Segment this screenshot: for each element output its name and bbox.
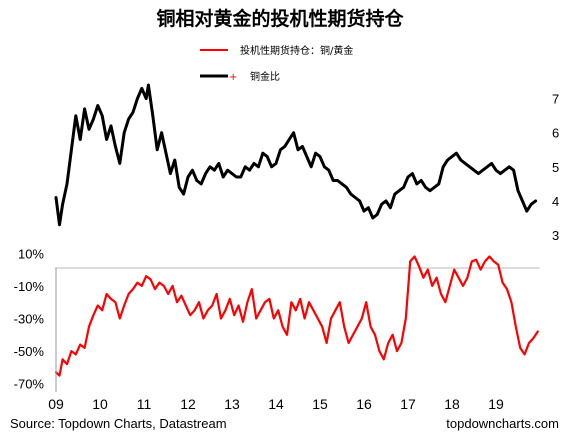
y-tick-label: 4 — [552, 194, 559, 209]
series-line-positioning — [54, 255, 539, 377]
y-tick-label: -70% — [14, 377, 45, 392]
y-tick-label: 7 — [552, 92, 559, 107]
y-tick-label: -30% — [14, 312, 45, 327]
series-line-ratio — [54, 83, 538, 227]
x-tick-label: 19 — [488, 396, 504, 412]
x-tick-label: 10 — [92, 396, 108, 412]
positioning-panel: 10% -10% -30% -50% -70% — [14, 246, 539, 392]
x-tick-label: 17 — [400, 396, 416, 412]
y-tick-label: 5 — [552, 160, 559, 175]
x-tick-label: 18 — [444, 396, 460, 412]
source-note: Source: Topdown Charts, Datastream — [10, 416, 227, 431]
ratio-panel: 3 4 5 6 7 — [54, 83, 559, 243]
y-tick-label: 6 — [552, 126, 559, 141]
y-tick-label: 10% — [18, 246, 44, 261]
x-tick-label: 12 — [180, 396, 196, 412]
y-tick-label: 3 — [552, 228, 559, 243]
y-tick-label: -10% — [14, 279, 45, 294]
legend-swatch-ratio-mark: + — [229, 72, 237, 83]
x-tick-label: 13 — [224, 396, 240, 412]
x-tick-label: 11 — [137, 396, 152, 412]
x-tick-label: 09 — [48, 396, 64, 412]
watermark: topdowncharts.com — [446, 416, 559, 431]
x-tick-label: 14 — [268, 396, 284, 412]
x-tick-label: 15 — [312, 396, 328, 412]
legend-label-positioning: 投机性期货持仓：铜/黄金 — [240, 44, 353, 57]
legend-label-ratio: 铜金比 — [250, 70, 280, 83]
chart-title: 铜相对黄金的投机性期货持仓 — [156, 7, 404, 30]
x-axis: 09 10 11 12 13 14 15 16 17 18 19 — [48, 268, 504, 412]
y-tick-label: -50% — [14, 344, 45, 359]
x-tick-label: 16 — [356, 396, 372, 412]
